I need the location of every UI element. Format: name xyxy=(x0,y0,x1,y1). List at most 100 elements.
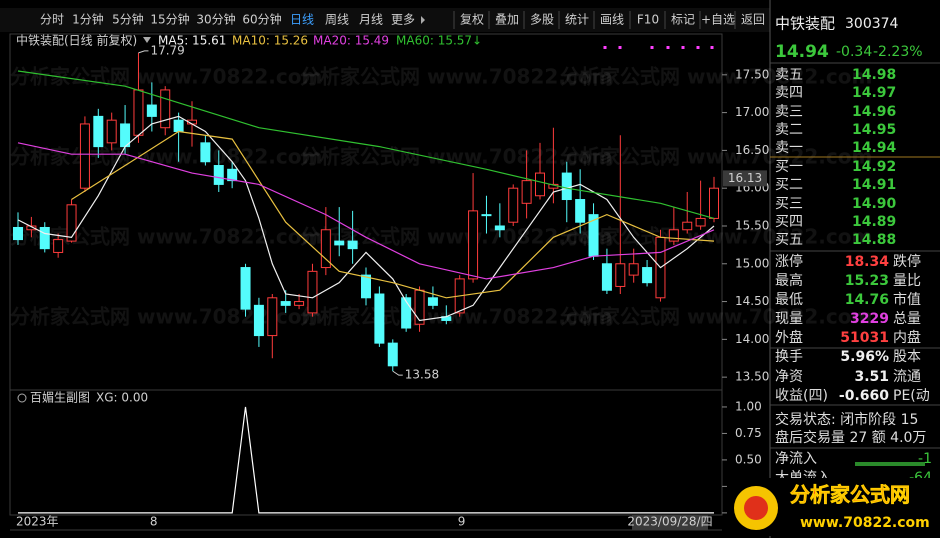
x-tick-label: 2023年 xyxy=(16,515,59,529)
candle-body xyxy=(642,267,653,284)
candle-body xyxy=(508,187,519,223)
candle-body xyxy=(401,297,412,329)
y-tick-label: 17.00 xyxy=(735,105,769,119)
low-label: 13.58 xyxy=(405,368,439,382)
tool-button[interactable]: 复权 xyxy=(460,13,484,27)
candle-body xyxy=(320,229,331,269)
period-tab[interactable]: 5分钟 xyxy=(112,12,144,27)
period-tab[interactable]: 月线 xyxy=(359,13,383,27)
period-tab[interactable]: 日线 xyxy=(290,13,314,27)
flow-bar xyxy=(855,462,925,466)
tool-button[interactable]: 多股 xyxy=(530,13,554,27)
candle-body xyxy=(93,115,104,148)
high-label: 17.79 xyxy=(150,43,184,57)
period-tab[interactable]: 60分钟 xyxy=(242,12,281,27)
candle-body xyxy=(628,263,639,276)
y-tick-label: 1.00 xyxy=(735,399,762,413)
candle-body xyxy=(106,119,117,144)
legend-entry: MA60: 15.57↓ xyxy=(396,34,482,48)
candle-body xyxy=(200,142,211,163)
candle-body xyxy=(280,301,291,306)
tool-button[interactable]: 标记 xyxy=(671,13,695,27)
candle-body xyxy=(682,221,693,231)
cursor-price-box xyxy=(723,170,767,187)
period-tab[interactable]: 更多 xyxy=(391,13,415,27)
stat-label: 最高 xyxy=(775,272,803,289)
candle-body xyxy=(668,229,679,242)
sub-icon xyxy=(17,393,27,403)
legend-entry: MA20: 15.49 xyxy=(313,34,389,48)
tool-button[interactable]: F10 xyxy=(637,13,659,27)
ask-label: 卖五 xyxy=(775,67,803,83)
candle-body xyxy=(334,240,345,246)
stat-value: 3229 xyxy=(850,311,889,327)
stat-label: 收益(四) xyxy=(775,388,828,404)
logo-emblem xyxy=(744,496,768,520)
y-tick-label: 14.50 xyxy=(735,294,769,308)
bid-price: 14.92 xyxy=(852,159,896,175)
indicator-line xyxy=(18,406,714,514)
candle-body xyxy=(240,267,251,310)
candle-body xyxy=(39,226,50,250)
candle-body xyxy=(561,172,572,201)
candle-body xyxy=(227,168,238,182)
y-tick-label: 14.00 xyxy=(735,332,769,346)
stat-label: 股本 xyxy=(893,349,921,365)
candle-body xyxy=(709,187,719,219)
trade-status: 交易状态: 闭市阶段 15 xyxy=(775,411,918,428)
period-tab[interactable]: 周线 xyxy=(325,13,349,27)
stat-label: PE(动 xyxy=(893,388,930,404)
signal-dot xyxy=(681,46,685,49)
bid-price: 14.88 xyxy=(852,232,896,248)
tool-button[interactable]: 统计 xyxy=(565,13,589,27)
legend-entry: MA10: 15.26 xyxy=(232,34,308,48)
sub-title: 百媚生副图 xyxy=(30,391,90,405)
period-tab[interactable]: 30分钟 xyxy=(196,12,235,27)
stat-label: 内盘 xyxy=(893,329,921,346)
tool-button[interactable]: 叠加 xyxy=(495,13,519,27)
candle-body xyxy=(387,342,398,367)
stat-label: 涨停 xyxy=(775,253,803,270)
ask-price: 14.97 xyxy=(852,85,896,101)
candle-body xyxy=(53,239,64,253)
change: -0.34 xyxy=(836,44,872,60)
candle-body xyxy=(414,289,425,325)
tool-button[interactable]: 画线 xyxy=(600,13,624,27)
candle-body xyxy=(146,104,157,117)
low-pointer xyxy=(392,370,403,376)
bid-price: 14.91 xyxy=(852,177,896,193)
bid-label: 买五 xyxy=(775,232,803,248)
ask-label: 卖三 xyxy=(775,104,803,120)
signal-dot xyxy=(696,46,700,49)
tool-button[interactable]: +自选 xyxy=(701,13,735,27)
stat-label: 跌停 xyxy=(893,253,921,270)
period-tab[interactable]: 15分钟 xyxy=(150,12,189,27)
candle-body xyxy=(374,293,385,344)
stat-value: 5.96% xyxy=(840,349,889,365)
period-tab[interactable]: 1分钟 xyxy=(72,12,104,27)
y-tick-label: 17.50 xyxy=(735,67,769,81)
stock-name: 中铁装配 xyxy=(775,15,835,33)
candle-body xyxy=(575,199,586,223)
signal-dot xyxy=(650,46,654,49)
bid-price: 14.89 xyxy=(852,214,896,230)
candle-body xyxy=(66,204,77,242)
period-tab[interactable]: 分时 xyxy=(40,13,64,27)
bid-label: 买四 xyxy=(775,214,803,230)
watermark: 分析家公式网 www.70822.com xyxy=(560,65,872,89)
ma-line xyxy=(17,142,715,280)
x-tick-label: 8 xyxy=(150,515,158,529)
high-pointer xyxy=(138,50,149,54)
tool-button[interactable]: 返回 xyxy=(741,13,765,27)
candle-body xyxy=(173,119,184,133)
candle-body xyxy=(79,123,90,189)
toolbar xyxy=(0,8,770,32)
bid-price: 14.90 xyxy=(852,196,897,212)
stat-value: 14.76 xyxy=(845,292,889,308)
candle-body xyxy=(294,301,305,306)
stat-label: 最低 xyxy=(775,292,803,308)
candle-body xyxy=(26,225,37,231)
y-tick-label: 15.50 xyxy=(735,218,769,232)
